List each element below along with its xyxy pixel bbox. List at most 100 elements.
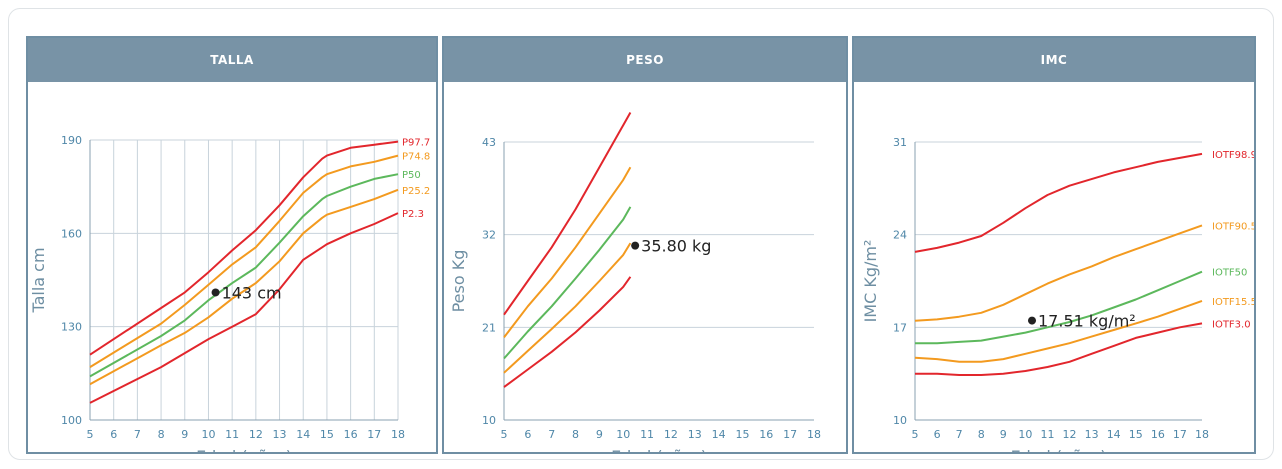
- peso-x-tick-label: 6: [524, 428, 531, 441]
- peso-title: PESO: [444, 38, 846, 82]
- imc-x-tick-label: 7: [956, 428, 963, 441]
- imc-x-tick-label: 18: [1195, 428, 1209, 441]
- talla-x-tick-label: 13: [273, 428, 287, 441]
- talla-x-tick-label: 10: [201, 428, 215, 441]
- talla-series-label: P74.8: [402, 152, 430, 163]
- imc-x-tick-label: 17: [1173, 428, 1187, 441]
- talla-series-line: [89, 212, 399, 404]
- peso-x-tick-label: 8: [572, 428, 579, 441]
- imc-x-tick-label: 14: [1107, 428, 1121, 441]
- peso-x-tick-label: 18: [807, 428, 821, 441]
- imc-chart: 5 6 7 8 9 10 11 12 13 14 15 16 17 18 10 17 24 31 Edad (año…: [861, 136, 1254, 452]
- peso-x-tick-label: 9: [596, 428, 603, 441]
- talla-x-tick-label: 9: [181, 428, 188, 441]
- talla-series-line: [89, 140, 399, 356]
- talla-x-tick-label: 18: [391, 428, 405, 441]
- talla-x-tick-label: 17: [367, 428, 381, 441]
- imc-y-tick-label: 31: [893, 136, 907, 149]
- talla-y-tick-label: 100: [61, 414, 82, 427]
- imc-series-line: [915, 270, 1203, 345]
- talla-x-tick-label: 16: [344, 428, 358, 441]
- peso-x-tick-label: 12: [664, 428, 678, 441]
- talla-y-tick-label: 190: [61, 134, 82, 147]
- talla-x-axis-label: Edad (años): [196, 447, 292, 452]
- talla-series-label: P25.2: [402, 186, 430, 197]
- imc-series-line: [914, 152, 1203, 253]
- talla-point-marker: [211, 288, 220, 297]
- peso-panel: PESO 5 6 7 8 9 10 11 12 13 14 15 16 17 18 10 21 32 43 Edad…: [442, 36, 848, 454]
- talla-series-label: P50: [402, 170, 421, 181]
- talla-title: TALLA: [28, 38, 436, 82]
- peso-series-line: [503, 112, 632, 316]
- peso-x-tick-label: 16: [759, 428, 773, 441]
- imc-x-tick-label: 15: [1129, 428, 1143, 441]
- imc-series-label: IOTF98.9: [1212, 150, 1254, 161]
- peso-series-line: [503, 166, 632, 339]
- imc-title: IMC: [854, 38, 1254, 82]
- imc-panel: IMC 5 6 7 8 9 10 11 12 13 14 15 16 17 18 10 17 24 31 Edad …: [852, 36, 1256, 454]
- imc-series-line: [914, 224, 1203, 322]
- peso-x-tick-label: 13: [688, 428, 702, 441]
- imc-x-tick-label: 16: [1151, 428, 1165, 441]
- imc-series-label: IOTF90.5: [1212, 221, 1254, 232]
- talla-x-tick-label: 14: [296, 428, 310, 441]
- peso-point-marker: [631, 241, 640, 250]
- imc-x-tick-label: 12: [1063, 428, 1077, 441]
- peso-x-tick-label: 7: [548, 428, 555, 441]
- imc-x-tick-label: 10: [1018, 428, 1032, 441]
- talla-x-tick-label: 15: [320, 428, 334, 441]
- talla-series-line: [89, 154, 399, 368]
- imc-y-axis-label: IMC Kg/m²: [861, 240, 880, 323]
- imc-x-tick-label: 13: [1085, 428, 1099, 441]
- talla-x-tick-label: 8: [158, 428, 165, 441]
- talla-series-line: [89, 173, 399, 378]
- peso-x-axis-label: Edad (años): [611, 447, 707, 452]
- peso-x-tick-label: 15: [735, 428, 749, 441]
- imc-y-tick-label: 10: [893, 414, 907, 427]
- talla-x-tick-label: 11: [225, 428, 239, 441]
- talla-x-tick-label: 12: [249, 428, 263, 441]
- imc-series-label: IOTF3.0: [1212, 319, 1251, 330]
- peso-x-tick-label: 10: [616, 428, 630, 441]
- peso-x-tick-label: 11: [640, 428, 654, 441]
- talla-x-tick-label: 6: [110, 428, 117, 441]
- talla-series-label: P97.7: [402, 138, 430, 149]
- peso-series-line: [503, 206, 632, 360]
- peso-y-tick-label: 10: [482, 414, 496, 427]
- talla-point-label: 143 cm: [222, 283, 282, 302]
- peso-series-line: [503, 242, 632, 374]
- imc-x-tick-label: 5: [912, 428, 919, 441]
- imc-series-line: [914, 299, 1203, 363]
- imc-y-tick-label: 17: [893, 321, 907, 334]
- talla-x-tick-label: 7: [134, 428, 141, 441]
- imc-x-tick-label: 11: [1040, 428, 1054, 441]
- imc-x-tick-label: 8: [978, 428, 985, 441]
- talla-y-axis-label: Talla cm: [29, 247, 48, 313]
- talla-panel: TALLA 5 6 7 8 9 10 11 12 13 14 15 16 17 18 100 130 160 19…: [26, 36, 438, 454]
- peso-y-axis-label: Peso Kg: [449, 250, 468, 313]
- peso-series-line: [503, 276, 632, 388]
- peso-chart: 5 6 7 8 9 10 11 12 13 14 15 16 17 18 10 21 32 43 Edad (año…: [449, 112, 821, 452]
- peso-y-tick-label: 43: [482, 136, 496, 149]
- peso-y-tick-label: 32: [482, 229, 496, 242]
- talla-x-tick-label: 5: [87, 428, 94, 441]
- talla-series-label: P2.3: [402, 209, 424, 220]
- imc-series-line: [915, 322, 1203, 376]
- imc-x-axis-label: Edad (años): [1011, 447, 1107, 452]
- imc-series-label: IOTF50: [1212, 268, 1247, 279]
- talla-series-line: [89, 188, 399, 386]
- imc-x-tick-label: 6: [934, 428, 941, 441]
- talla-chart: 5 6 7 8 9 10 11 12 13 14 15 16 17 18 100 130 160 190 Edad …: [29, 134, 430, 452]
- peso-y-tick-label: 21: [482, 321, 496, 334]
- imc-y-tick-label: 24: [893, 229, 907, 242]
- talla-y-tick-label: 160: [61, 227, 82, 240]
- peso-x-tick-label: 17: [783, 428, 797, 441]
- peso-x-tick-label: 14: [712, 428, 726, 441]
- imc-point-marker: [1028, 316, 1037, 325]
- peso-x-tick-label: 5: [501, 428, 508, 441]
- talla-y-tick-label: 130: [61, 321, 82, 334]
- imc-x-tick-label: 9: [1000, 428, 1007, 441]
- imc-point-label: 17.51 kg/m²: [1038, 312, 1136, 331]
- peso-point-label: 35.80 kg: [641, 237, 711, 256]
- imc-series-label: IOTF15.5: [1212, 297, 1254, 308]
